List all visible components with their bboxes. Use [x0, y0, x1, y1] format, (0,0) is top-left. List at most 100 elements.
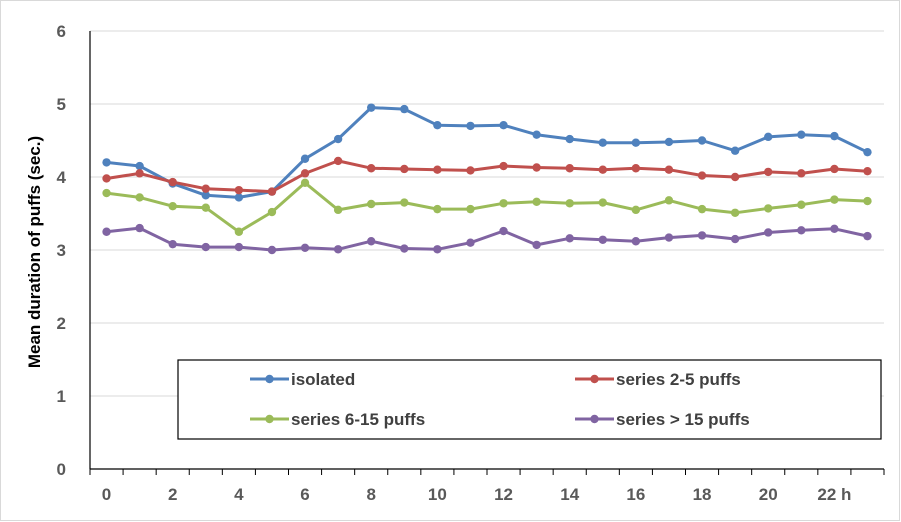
- legend-marker: [265, 374, 274, 384]
- y-tick-labels: 0 1 2 3 4 5 6: [57, 22, 67, 479]
- x-tick-label: 4: [234, 485, 244, 504]
- data-point: [664, 137, 674, 147]
- y-tick-label: 4: [57, 168, 67, 187]
- data-point: [499, 120, 508, 130]
- data-point: [135, 193, 144, 202]
- legend: isolated series 2-5 puffs series 6-15 puff…: [177, 359, 882, 440]
- data-point: [797, 169, 806, 178]
- data-point: [764, 228, 773, 237]
- data-point: [234, 193, 244, 202]
- x-tick-label: 18: [693, 485, 712, 504]
- data-point: [797, 130, 806, 139]
- data-point: [598, 235, 607, 244]
- data-point: [863, 147, 872, 157]
- x-tick-label: 14: [560, 485, 579, 504]
- series-line-1: [106, 106, 869, 199]
- legend-marker: [590, 414, 599, 424]
- x-tick-label: 10: [428, 485, 447, 504]
- data-point: [598, 165, 607, 174]
- data-point: [764, 167, 773, 177]
- data-point: [400, 104, 409, 114]
- data-point: [300, 178, 310, 188]
- x-tick-label: 20: [759, 485, 778, 504]
- data-point: [400, 244, 409, 253]
- data-point: [201, 184, 210, 193]
- data-point: [135, 223, 144, 233]
- data-point: [532, 240, 541, 250]
- data-point: [598, 198, 607, 207]
- x-tick-label: 2: [168, 485, 177, 504]
- legend-box: [177, 359, 882, 440]
- data-point: [168, 239, 177, 249]
- data-point: [267, 207, 277, 217]
- data-point: [631, 164, 641, 173]
- y-tick-label: 3: [57, 241, 66, 260]
- data-point: [135, 169, 144, 178]
- data-point: [168, 177, 177, 187]
- data-point: [367, 237, 376, 246]
- data-point: [697, 136, 707, 145]
- data-point: [234, 185, 244, 195]
- data-point: [730, 172, 740, 182]
- legend-marker: [265, 414, 274, 424]
- data-point: [664, 165, 674, 174]
- data-point: [764, 132, 773, 142]
- data-point: [333, 245, 343, 254]
- series-line-2: [106, 159, 868, 194]
- data-point: [400, 198, 409, 207]
- data-point: [631, 237, 641, 246]
- data-point: [433, 245, 442, 254]
- data-point: [234, 227, 244, 236]
- data-point: [367, 103, 376, 112]
- data-point: [565, 199, 574, 208]
- data-point: [730, 234, 740, 244]
- legend-label: isolated: [291, 370, 355, 389]
- data-point: [830, 224, 839, 234]
- y-tick-label: 6: [57, 22, 66, 41]
- data-point: [863, 231, 872, 241]
- data-point: [300, 169, 310, 178]
- data-point: [433, 204, 442, 214]
- data-point: [631, 138, 641, 147]
- data-point: [367, 164, 376, 173]
- series-line-3: [106, 181, 868, 234]
- legend-marker: [590, 374, 599, 384]
- data-point: [168, 202, 177, 211]
- data-point: [697, 231, 707, 240]
- y-tick-label: 5: [57, 95, 66, 114]
- data-point: [863, 196, 872, 206]
- data-point: [565, 164, 574, 173]
- data-point: [102, 227, 111, 236]
- series-lines: [102, 103, 872, 255]
- data-point: [532, 163, 541, 172]
- data-point: [499, 199, 508, 208]
- data-point: [433, 120, 442, 130]
- data-point: [631, 205, 641, 215]
- data-point: [466, 121, 475, 131]
- data-point: [797, 200, 806, 209]
- data-point: [201, 191, 210, 200]
- data-point: [830, 164, 839, 174]
- data-point: [532, 197, 541, 207]
- data-point: [234, 242, 244, 252]
- data-point: [201, 203, 210, 212]
- data-point: [797, 226, 806, 235]
- data-point: [466, 166, 475, 175]
- series-line-4: [106, 226, 868, 252]
- data-point: [135, 161, 144, 171]
- y-axis-title: Mean duration of puffs (sec.): [25, 136, 44, 368]
- x-tick-label: 8: [366, 485, 375, 504]
- data-point: [664, 196, 674, 205]
- data-point: [565, 134, 574, 144]
- data-point: [333, 134, 343, 144]
- x-tick-label: 6: [300, 485, 309, 504]
- data-point: [830, 195, 839, 204]
- data-point: [201, 242, 210, 252]
- data-point: [664, 233, 674, 242]
- x-tick-label: 12: [494, 485, 513, 504]
- x-tick-label: 16: [626, 485, 645, 504]
- x-tick-labels: 0 2 4 6 8 10 12 14 16 18 20 22 h: [102, 485, 852, 504]
- data-point: [267, 187, 277, 196]
- x-tick-label: 0: [102, 485, 111, 504]
